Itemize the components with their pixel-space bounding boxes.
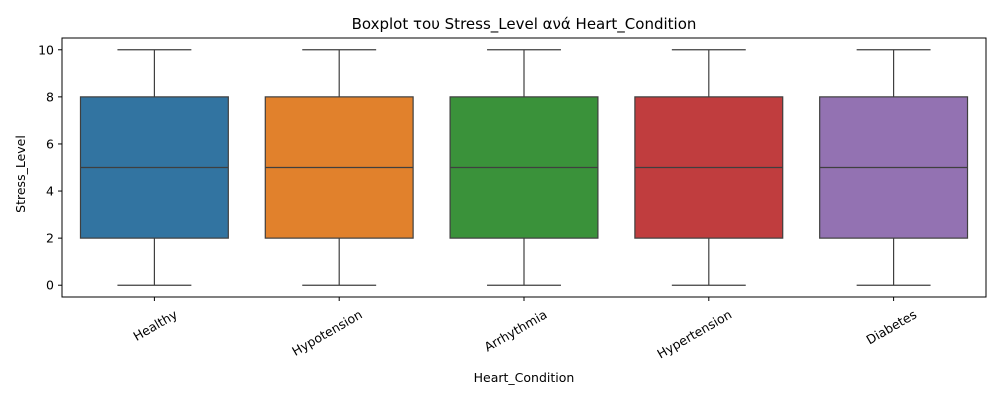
box-arrhythmia (449, 49, 599, 286)
y-tick-label: 0 (46, 278, 54, 293)
x-tick-label: Hypertension (654, 307, 734, 362)
x-tick-label: Healthy (130, 306, 180, 344)
y-tick-label: 4 (46, 184, 54, 199)
box-hypertension (634, 49, 784, 286)
x-tick-label: Diabetes (864, 307, 920, 348)
box-hypotension (264, 49, 414, 286)
box-healthy (79, 49, 229, 286)
axes-frame (61, 37, 987, 298)
y-tick-label: 6 (46, 136, 54, 151)
box-diabetes (819, 49, 969, 286)
y-axis-label: Stress_Level (13, 135, 28, 213)
y-tick-label: 2 (46, 231, 54, 246)
plot-area: 0 2 4 6 8 10 Healthy Hypotension Arrhythmia Hyper… (38, 37, 987, 362)
y-tick-label: 10 (38, 42, 54, 57)
chart-title: Boxplot του Stress_Level ανά Heart_Condi… (352, 15, 697, 34)
x-tick-label: Hypotension (289, 307, 364, 359)
x-axis-label: Heart_Condition (474, 370, 575, 385)
x-tick-label: Arrhythmia (482, 307, 550, 355)
y-tick-label: 8 (46, 89, 54, 104)
